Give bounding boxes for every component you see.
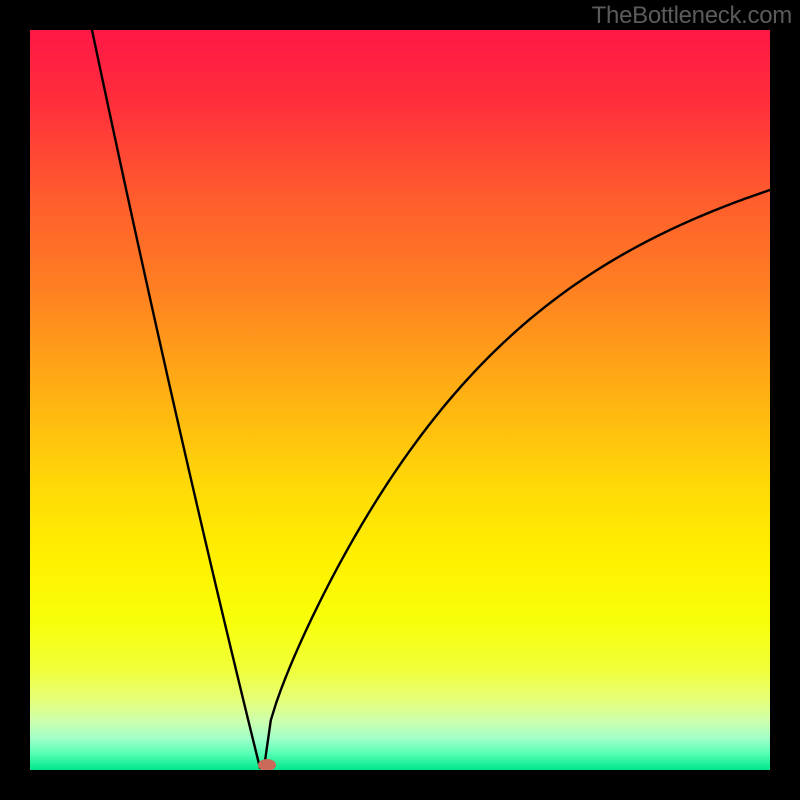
watermark-text: TheBottleneck.com: [592, 2, 792, 30]
plot-area: [30, 30, 770, 770]
gradient-background: [30, 30, 770, 770]
plot-svg: [30, 30, 770, 770]
chart-frame: TheBottleneck.com: [0, 0, 800, 800]
